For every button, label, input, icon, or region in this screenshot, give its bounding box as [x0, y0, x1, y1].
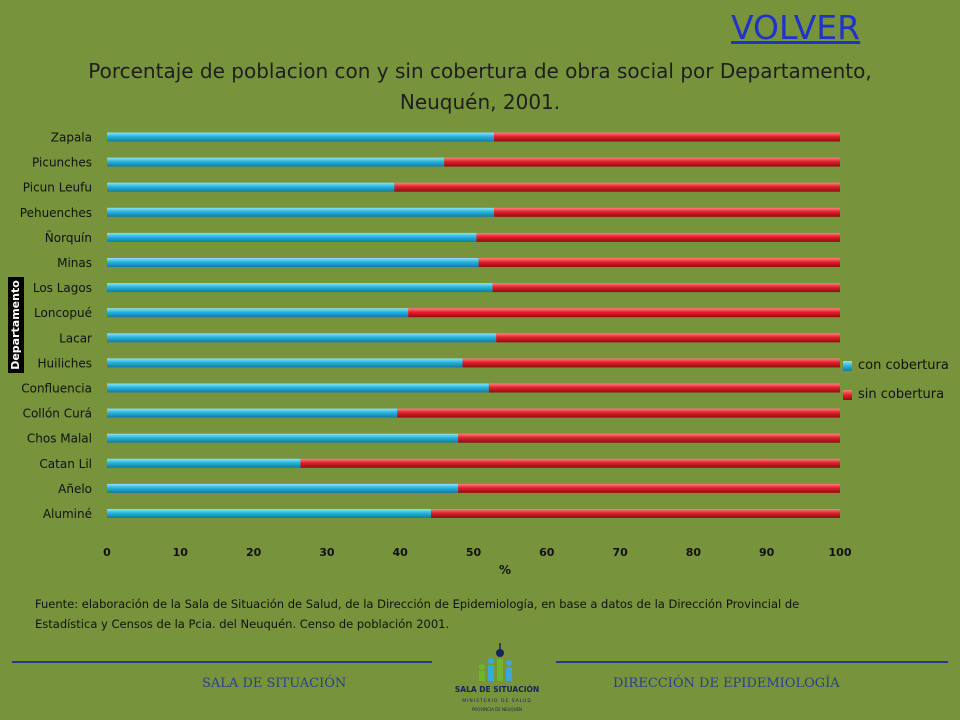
bar-con-aluminé [107, 509, 431, 518]
bar-con-catan-lil [107, 458, 301, 468]
bar-sin-picun-leufu [394, 182, 840, 192]
category-label-los-lagos: Los Lagos [33, 281, 92, 295]
bar-sin-pehuenches [494, 207, 840, 217]
legend-swatch-con-cobertura [843, 361, 852, 371]
bar-con-añelo [107, 483, 459, 493]
category-label-minas: Minas [57, 256, 92, 270]
x-tick-label-0: 0 [103, 546, 111, 559]
bar-con-huiliches [107, 358, 463, 368]
bar-sin-aluminé [430, 509, 840, 518]
bar-sin-zapala [494, 132, 840, 142]
x-tick-label-50: 50 [466, 546, 482, 559]
category-label-confluencia: Confluencia [21, 382, 92, 396]
footer-divider-right [556, 661, 948, 663]
bar-sin-ñorquín [476, 232, 840, 242]
volver-link[interactable]: VOLVER [731, 8, 861, 47]
category-label-aluminé: Aluminé [43, 507, 92, 521]
bar-con-picun-leufu [107, 182, 395, 192]
category-label-huiliches: Huiliches [38, 356, 92, 370]
bar-con-collón-curá [107, 408, 398, 418]
sala-de-situacion-logo: SALA DE SITUACIÓN MINISTERIO DE SALUD PR… [447, 641, 547, 717]
category-label-picun-leufu: Picun Leufu [23, 181, 92, 195]
bar-con-minas [107, 258, 479, 267]
x-tick-label-20: 20 [246, 546, 262, 559]
category-label-añelo: Añelo [58, 482, 92, 496]
bar-sin-catan-lil [300, 458, 841, 468]
footer-right-text: DIRECCIÓN DE EPIDEMIOLOGÍA [613, 676, 840, 691]
logo-figures-icon [479, 643, 512, 681]
category-label-chos-malal: Chos Malal [27, 432, 92, 446]
bar-con-los-lagos [107, 283, 493, 293]
logo-name: SALA DE SITUACIÓN [454, 685, 540, 694]
x-tick-label-40: 40 [393, 546, 409, 559]
category-label-ñorquín: Ñorquín [45, 230, 92, 245]
legend-swatch-sin-cobertura [843, 390, 852, 400]
x-tick-label-30: 30 [319, 546, 335, 559]
category-label-zapala: Zapala [51, 131, 92, 145]
bar-sin-lacar [496, 333, 840, 343]
bar-con-ñorquín [107, 232, 477, 242]
bar-sin-picunches [444, 157, 840, 167]
category-label-loncopué: Loncopué [34, 306, 92, 320]
bar-chart: Zapala Picunches Picun Leufu Pehuenches Ñorq… [20, 131, 852, 578]
x-tick-label-80: 80 [686, 546, 702, 559]
chart-title: Porcentaje de poblacion con y sin cobert… [88, 59, 872, 114]
bar-sin-huiliches [462, 358, 840, 368]
bar-con-pehuenches [107, 207, 495, 217]
source-note: Fuente: elaboración de la Sala de Situac… [35, 597, 800, 631]
logo-subtitle: MINISTERIO DE SALUD [462, 699, 532, 704]
bar-con-confluencia [107, 383, 489, 393]
x-tick-label-10: 10 [173, 546, 189, 559]
category-label-lacar: Lacar [59, 331, 92, 345]
bar-con-zapala [107, 132, 495, 142]
logo-subtitle-province: PROVINCIA DE NEUQUÉN [471, 707, 523, 712]
footer-left-text: SALA DE SITUACIÓN [202, 676, 347, 691]
category-label-pehuenches: Pehuenches [20, 206, 92, 220]
bar-con-lacar [107, 333, 497, 343]
legend-label-sin-cobertura: sin cobertura [858, 387, 945, 402]
x-tick-label-70: 70 [612, 546, 628, 559]
bar-sin-collón-curá [397, 408, 840, 418]
category-label-collón-curá: Collón Curá [23, 407, 92, 421]
category-label-catan-lil: Catan Lil [39, 457, 92, 471]
bar-sin-añelo [458, 483, 840, 493]
x-tick-label-90: 90 [759, 546, 775, 559]
footer-divider-left [12, 661, 432, 663]
x-axis-title: % [499, 563, 511, 577]
bar-con-picunches [107, 157, 445, 167]
bar-sin-minas [478, 258, 840, 267]
x-tick-label-60: 60 [539, 546, 555, 559]
bar-sin-chos-malal [458, 433, 840, 443]
bar-con-loncopué [107, 308, 409, 318]
bar-sin-loncopué [408, 308, 840, 318]
bar-con-chos-malal [107, 433, 459, 443]
bar-sin-confluencia [488, 383, 840, 393]
category-label-picunches: Picunches [32, 156, 92, 170]
legend-label-con-cobertura: con cobertura [858, 358, 949, 373]
bar-sin-los-lagos [492, 283, 840, 293]
x-tick-label-100: 100 [829, 546, 852, 559]
